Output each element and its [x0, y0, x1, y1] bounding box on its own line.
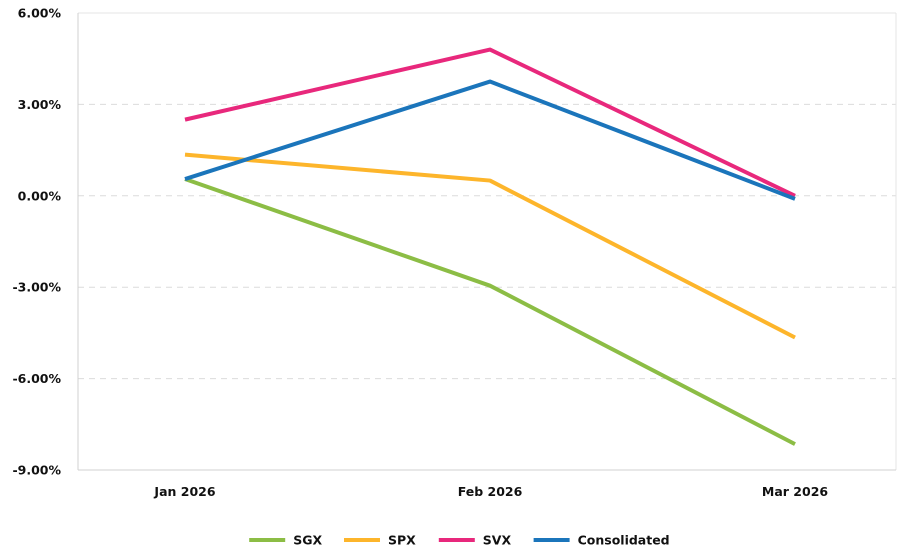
y-tick-label: -3.00% — [12, 280, 61, 295]
legend-label: SVX — [483, 533, 512, 548]
legend-label: SPX — [388, 533, 416, 548]
series-lines — [184, 47, 796, 446]
gridlines — [78, 103, 896, 380]
series-line-sgx — [184, 177, 796, 446]
y-tick-label: -6.00% — [12, 371, 61, 386]
legend-item-sgx: SGX — [249, 533, 322, 548]
y-tick-label: -9.00% — [12, 463, 61, 478]
series-line-spx — [184, 152, 796, 340]
x-tick-label: Feb 2026 — [458, 484, 523, 499]
y-tick-label: 6.00% — [18, 6, 62, 21]
legend-item-svx: SVX — [438, 533, 512, 548]
series-line-svx — [184, 47, 796, 198]
y-tick-label: 0.00% — [18, 188, 62, 203]
legend: SGX SPX SVX Consolidated — [249, 533, 670, 548]
y-axis-ticks: 6.00% 3.00% 0.00% -3.00% -6.00% -9.00% — [12, 6, 61, 478]
legend-label: SGX — [293, 533, 322, 548]
x-tick-label: Jan 2026 — [153, 484, 215, 499]
x-tick-label: Mar 2026 — [762, 484, 828, 499]
x-axis-ticks: Jan 2026 Feb 2026 Mar 2026 — [153, 484, 828, 499]
series-line-consolidated — [184, 79, 796, 201]
legend-item-spx: SPX — [344, 533, 416, 548]
legend-item-consolidated: Consolidated — [533, 533, 670, 548]
legend-label: Consolidated — [578, 533, 670, 548]
y-tick-label: 3.00% — [18, 97, 62, 112]
axes — [77, 12, 897, 471]
